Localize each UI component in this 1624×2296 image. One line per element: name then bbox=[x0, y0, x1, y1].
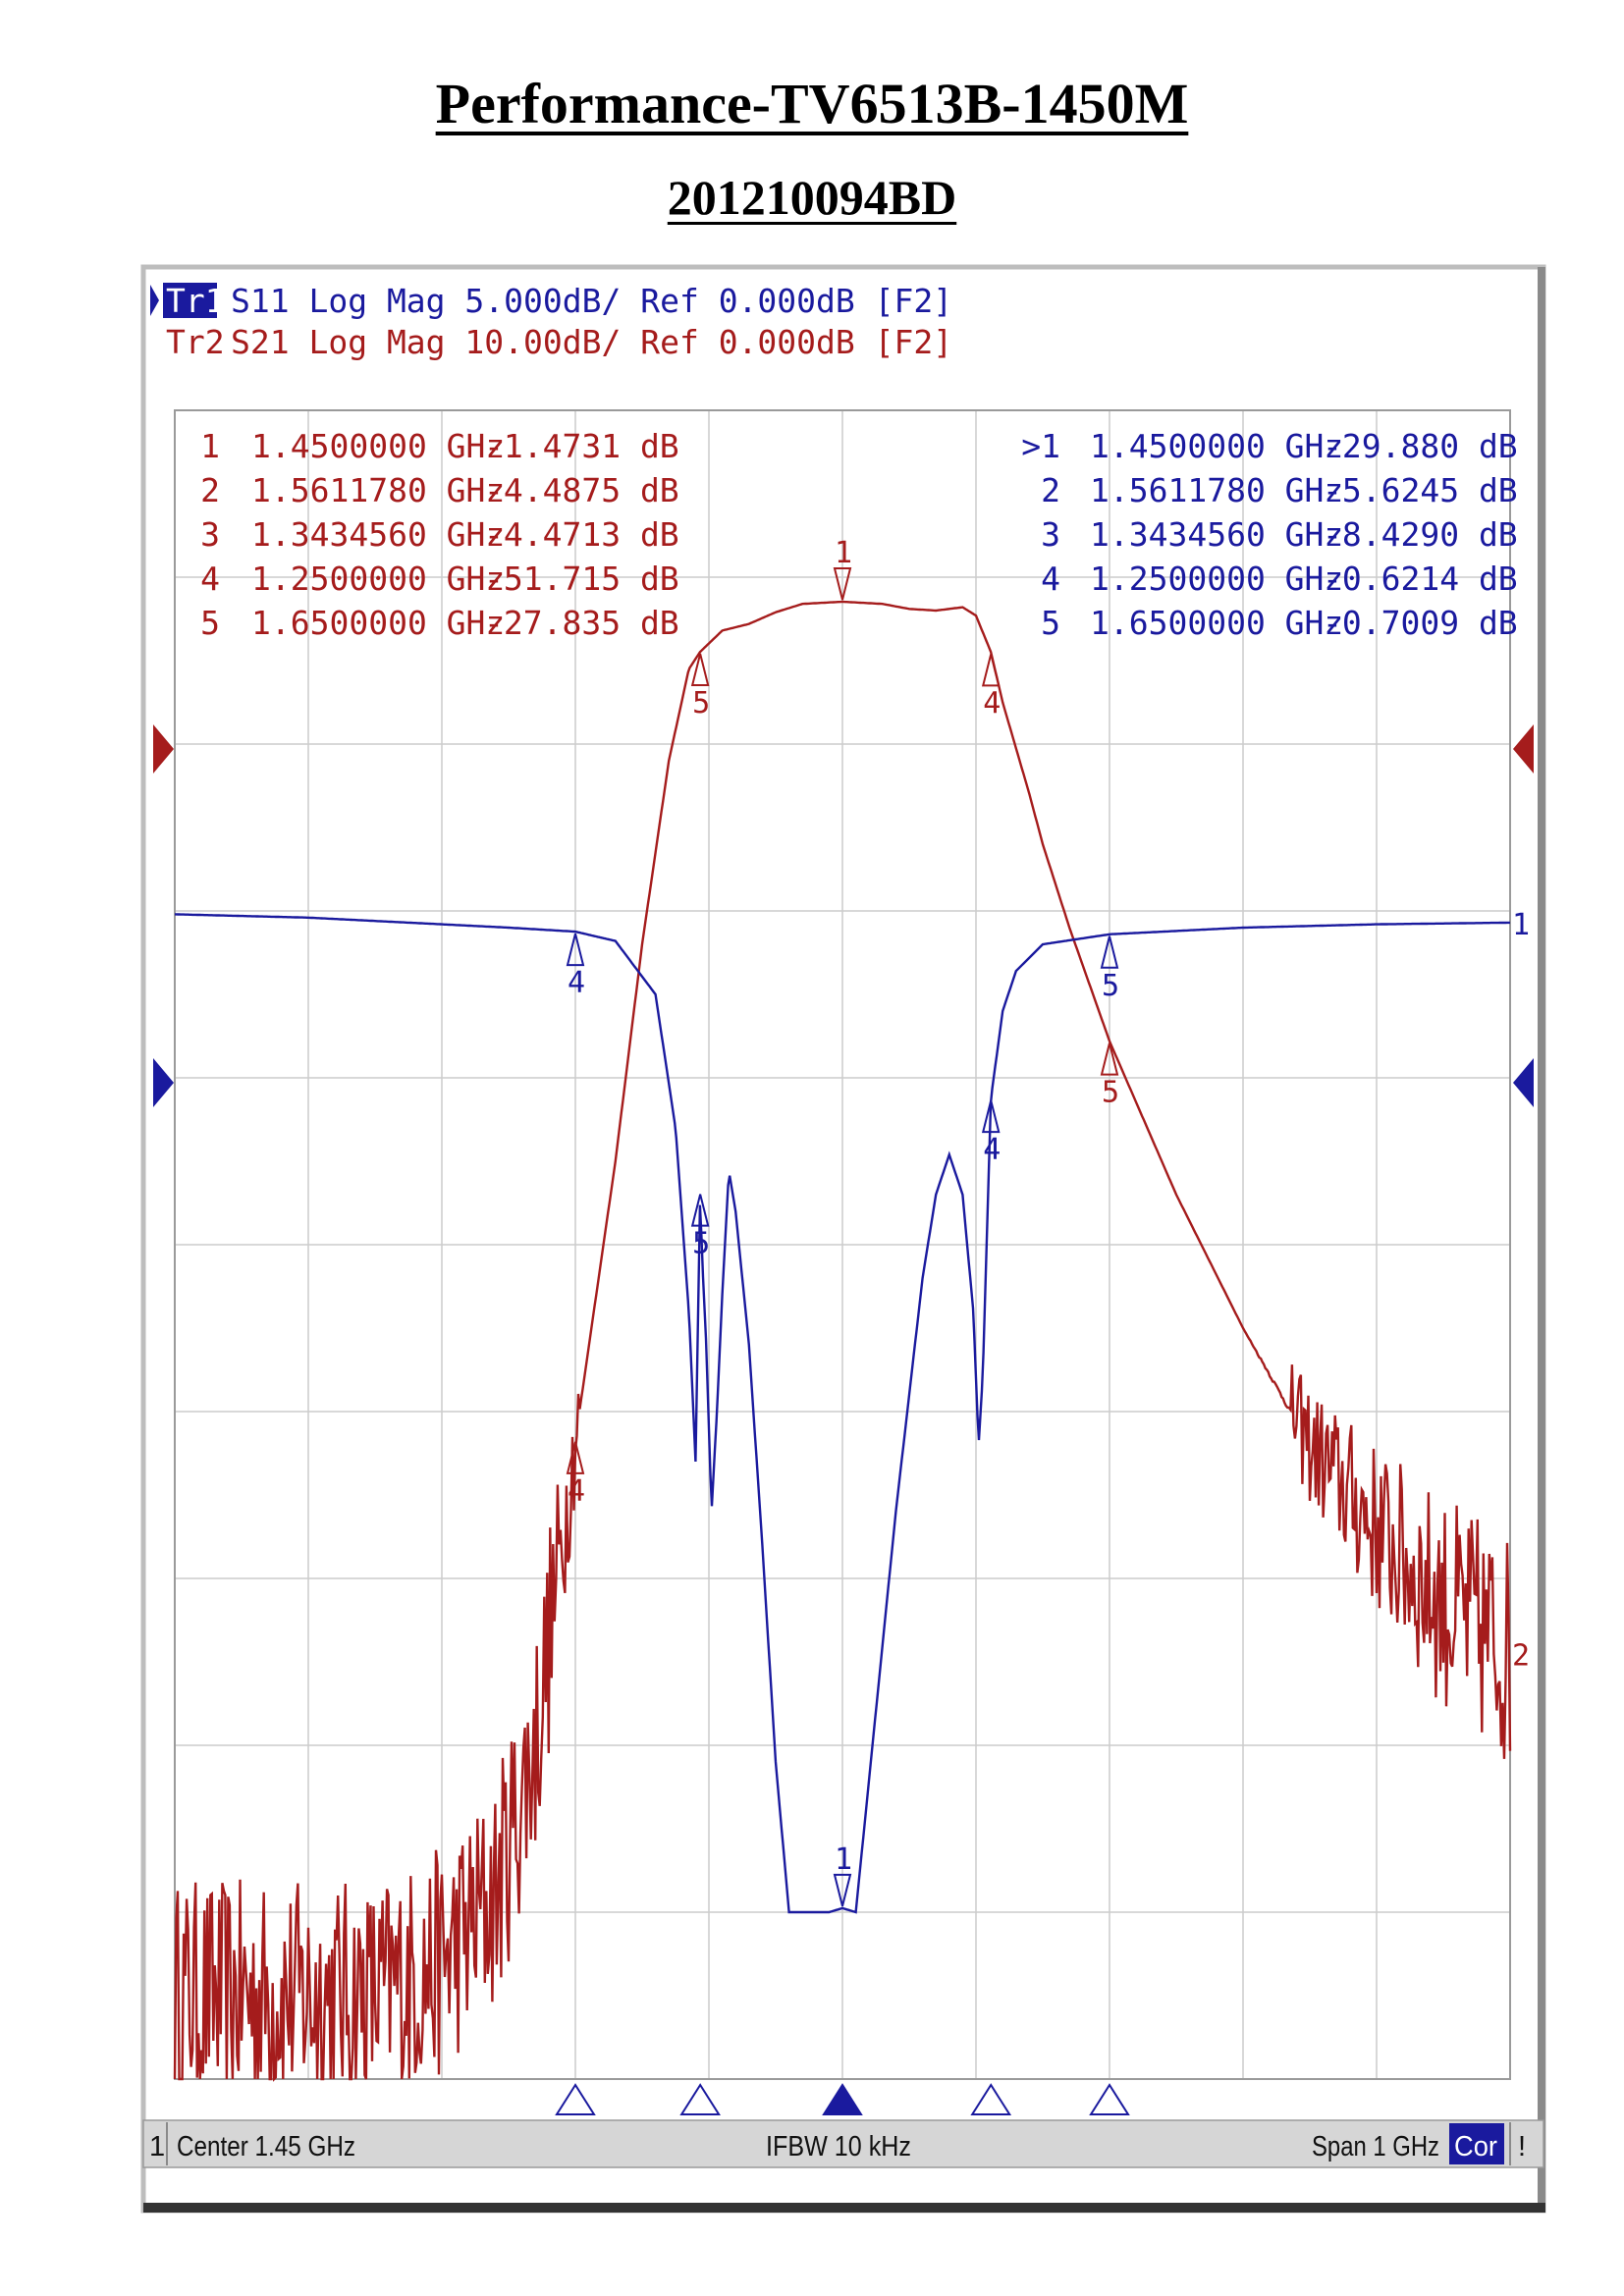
grid bbox=[175, 410, 1510, 2079]
tr2-id[interactable]: Tr2 bbox=[166, 323, 225, 361]
s11-marker-label: 5 bbox=[1102, 969, 1119, 1003]
tr1-id[interactable]: Tr1 bbox=[166, 282, 225, 320]
trace-end-label: 2 bbox=[1512, 1639, 1530, 1674]
s21-marker-label: 5 bbox=[1102, 1076, 1119, 1110]
s11-marker-4-icon bbox=[981, 1099, 1001, 1134]
active-trace-indicator-icon bbox=[150, 285, 159, 316]
marker-table-s21-id: 5 bbox=[200, 604, 220, 642]
s21-marker-5-icon bbox=[690, 653, 710, 686]
marker-table-s21-id: 2 bbox=[200, 471, 220, 509]
trace-s11 bbox=[175, 913, 1510, 1914]
s21-ref-right-icon[interactable] bbox=[1513, 724, 1534, 774]
tr1-description[interactable]: S11 Log Mag 5.000dB/ Ref 0.000dB [F2] bbox=[231, 282, 952, 320]
screen-frame bbox=[140, 264, 1546, 2214]
screen-bottom-edge bbox=[143, 2203, 1545, 2213]
marker-table-s21-value: -1.4731 dB bbox=[484, 427, 679, 465]
tr2-description[interactable]: S21 Log Mag 10.00dB/ Ref 0.000dB [F2] bbox=[231, 323, 952, 361]
stimulus-marker-icon bbox=[555, 2083, 596, 2115]
s21-marker-4-icon bbox=[566, 1441, 585, 1474]
s21-marker-label: 5 bbox=[692, 686, 710, 721]
s21-marker-label: 4 bbox=[568, 1474, 585, 1509]
s11-marker-label: 1 bbox=[835, 1842, 852, 1877]
s11-marker-label: 4 bbox=[568, 966, 585, 1000]
status-bar bbox=[142, 2119, 1544, 2168]
marker-table-s21-freq: 1.6500000 GHz bbox=[251, 604, 505, 642]
s21-ref-left-icon[interactable] bbox=[153, 724, 174, 774]
marker-table-s21-freq: 1.3434560 GHz bbox=[251, 515, 505, 554]
marker-table-s21-value: -4.4713 dB bbox=[484, 515, 679, 554]
stimulus-marker-icon bbox=[970, 2083, 1012, 2115]
marker-table-s11-value: -0.6214 dB bbox=[1323, 560, 1518, 598]
trace-s21 bbox=[173, 600, 1512, 2082]
status-center[interactable]: Center 1.45 GHz bbox=[177, 2131, 355, 2163]
document-title: Performance-TV6513B-1450M bbox=[435, 72, 1189, 135]
marker-table-s21-id: 1 bbox=[200, 427, 220, 465]
screen-right-shadow bbox=[1538, 267, 1545, 2211]
s11-ref-left-icon[interactable] bbox=[153, 1058, 174, 1107]
s11-marker-1-icon bbox=[833, 1873, 852, 1907]
s21-marker-5-icon bbox=[1100, 1042, 1119, 1076]
status-ifbw[interactable]: IFBW 10 kHz bbox=[766, 2131, 911, 2163]
marker-table-s11-freq: 1.3434560 GHz bbox=[1090, 515, 1343, 554]
marker-table-s21-freq: 1.2500000 GHz bbox=[251, 560, 505, 598]
marker-table-s11-id: >1 bbox=[1021, 427, 1060, 465]
marker-table-s11-freq: 1.6500000 GHz bbox=[1090, 604, 1343, 642]
s21-marker-4-icon bbox=[981, 654, 1001, 687]
status-channel: 1 bbox=[149, 2131, 165, 2163]
marker-table-s21-id: 4 bbox=[200, 560, 220, 598]
tr1-id-bg bbox=[163, 283, 217, 318]
marker-table-s11-value: -0.7009 dB bbox=[1323, 604, 1518, 642]
trace-end-label: 1 bbox=[1512, 908, 1530, 942]
s21-marker-label: 4 bbox=[983, 686, 1001, 721]
s11-marker-label: 5 bbox=[692, 1227, 710, 1261]
status-cor-bg bbox=[1449, 2123, 1504, 2164]
marker-table-s11-value: -5.6245 dB bbox=[1323, 471, 1518, 509]
s11-marker-4-icon bbox=[566, 933, 585, 967]
marker-table-s11-freq: 1.2500000 GHz bbox=[1090, 560, 1343, 598]
marker-table-s21-value: -51.715 dB bbox=[484, 560, 679, 598]
document-serial: 201210094BD bbox=[667, 170, 957, 225]
s21-marker-label: 1 bbox=[835, 536, 852, 570]
marker-table-s11-id: 3 bbox=[1041, 515, 1060, 554]
stimulus-markers bbox=[555, 2083, 1130, 2115]
marker-table-s21-id: 3 bbox=[200, 515, 220, 554]
active-stimulus-marker-icon bbox=[822, 2083, 863, 2115]
s11-marker-5-icon bbox=[690, 1194, 710, 1227]
stimulus-marker-icon bbox=[679, 2083, 721, 2115]
marker-table-s11-value: -29.880 dB bbox=[1323, 427, 1518, 465]
s21-marker-1-icon bbox=[833, 566, 852, 601]
marker-table-s11-id: 5 bbox=[1041, 604, 1060, 642]
marker-table-s11-id: 4 bbox=[1041, 560, 1060, 598]
marker-table-s11-freq: 1.4500000 GHz bbox=[1090, 427, 1343, 465]
trace-end-labels: 21 bbox=[1512, 908, 1530, 1674]
marker-table-s21-freq: 1.4500000 GHz bbox=[251, 427, 505, 465]
trace-markers: 4 5 1 4 5 4 5 1 4 5 bbox=[566, 536, 1119, 1907]
status-cor[interactable]: Cor bbox=[1454, 2131, 1497, 2163]
marker-table-s11-id: 2 bbox=[1041, 471, 1060, 509]
s11-marker-label: 4 bbox=[983, 1133, 1001, 1167]
marker-table-s21-value: -4.4875 dB bbox=[484, 471, 679, 509]
stimulus-marker-icon bbox=[1089, 2083, 1130, 2115]
s11-marker-5-icon bbox=[1100, 935, 1119, 969]
marker-table-s21-value: -27.835 dB bbox=[484, 604, 679, 642]
marker-table-s11: >1 1.4500000 GHz-29.880 dB2 1.5611780 GHz-… bbox=[1021, 427, 1517, 642]
marker-table-s11-value: -8.4290 dB bbox=[1323, 515, 1518, 554]
status-span[interactable]: Span 1 GHz bbox=[1312, 2131, 1439, 2163]
marker-table-s21-freq: 1.5611780 GHz bbox=[251, 471, 505, 509]
status-warning[interactable]: ! bbox=[1518, 2131, 1526, 2163]
marker-table-s21: 1 1.4500000 GHz-1.4731 dB2 1.5611780 GHz-4… bbox=[200, 427, 679, 642]
marker-table-s11-freq: 1.5611780 GHz bbox=[1090, 471, 1343, 509]
plot-border bbox=[174, 409, 1511, 2080]
s11-ref-right-icon[interactable] bbox=[1513, 1058, 1534, 1107]
